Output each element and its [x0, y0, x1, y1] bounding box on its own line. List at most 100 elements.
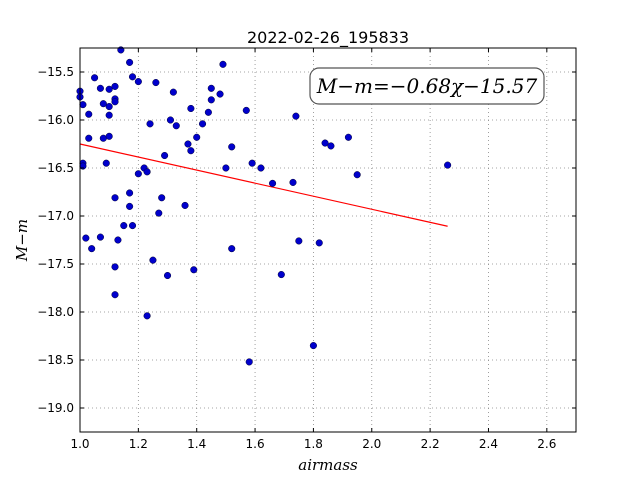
data-point [111, 263, 119, 271]
data-point [207, 96, 215, 104]
data-point [184, 140, 192, 148]
data-point [190, 266, 198, 274]
data-point [85, 134, 93, 142]
data-point [134, 78, 142, 86]
data-point [193, 133, 201, 141]
data-point [88, 245, 96, 253]
data-point [163, 271, 172, 280]
data-point [181, 201, 189, 209]
data-point [321, 139, 329, 147]
data-point [187, 104, 195, 113]
data-point [289, 178, 297, 186]
annotation-box [309, 67, 545, 105]
data-point [222, 164, 230, 172]
data-point [207, 84, 215, 92]
y-tick-label: −17.0 [37, 209, 74, 223]
data-point [216, 90, 224, 98]
data-point [134, 170, 142, 178]
data-point [126, 189, 134, 197]
points-layer [76, 46, 452, 366]
x-tick-label: 2.0 [362, 437, 381, 451]
x-tick-label: 1.4 [187, 437, 206, 451]
data-point [219, 60, 227, 68]
data-point [126, 202, 134, 210]
y-tick-label: −16.5 [37, 161, 74, 175]
data-point [277, 271, 285, 279]
data-point [257, 164, 265, 172]
data-point [143, 168, 151, 176]
data-point [245, 358, 253, 366]
data-point [344, 133, 352, 141]
x-tick-label: 1.0 [70, 437, 89, 451]
data-point [155, 209, 163, 217]
data-point [152, 79, 160, 87]
annotation-text: M−m=−0.68χ−15.57 [316, 74, 538, 98]
data-point [228, 143, 236, 151]
data-point [105, 103, 113, 111]
data-point [99, 100, 107, 108]
fit-annotation: M−m=−0.68χ−15.57 [309, 67, 545, 105]
data-point [295, 237, 303, 245]
data-point [105, 85, 113, 93]
y-tick-label: −15.5 [37, 65, 74, 79]
data-point [85, 110, 93, 118]
data-point [248, 159, 256, 167]
data-point [82, 234, 90, 242]
y-axis-label: M−m [13, 219, 31, 262]
fit-line [79, 143, 448, 227]
data-point [204, 108, 212, 116]
data-point [96, 84, 104, 92]
y-tick-label: −18.5 [37, 353, 74, 367]
data-point [105, 132, 113, 140]
data-point [111, 82, 119, 90]
data-point [149, 256, 157, 264]
data-point [128, 73, 137, 81]
data-point [166, 116, 174, 124]
data-point [269, 179, 277, 187]
data-point [114, 236, 122, 244]
data-point [292, 112, 300, 120]
data-point [242, 106, 250, 114]
fit-layer [79, 143, 448, 227]
data-point [105, 111, 113, 119]
y-tick-label: −16.0 [37, 113, 74, 127]
y-tick-label: −18.0 [37, 305, 74, 319]
y-tick-label: −19.0 [37, 401, 74, 415]
data-point [120, 222, 128, 230]
data-point [128, 222, 137, 230]
x-tick-label: 1.6 [246, 437, 265, 451]
x-tick-label: 2.2 [421, 437, 440, 451]
x-tick-label: 2.6 [537, 437, 556, 451]
data-point [315, 239, 323, 247]
chart-title: 2022-02-26_195833 [247, 28, 409, 48]
data-point [91, 74, 99, 82]
data-point [327, 142, 335, 150]
data-point [111, 98, 119, 106]
data-point [143, 312, 151, 320]
data-point [146, 120, 154, 128]
y-tick-label: −17.5 [37, 257, 74, 271]
data-point [172, 122, 180, 130]
data-point [96, 233, 104, 241]
data-point [79, 101, 87, 109]
data-point [228, 245, 236, 253]
data-point [111, 194, 119, 202]
ticks-layer: 1.0 1.2 1.4 1.6 1.8 2.0 2.2 2.4 2.6 −15.5 −16.0 −16… [37, 48, 576, 451]
x-axis-label: airmass [298, 456, 358, 474]
data-point [158, 194, 166, 202]
x-tick-label: 2.4 [479, 437, 498, 451]
data-point [353, 171, 361, 179]
plot-frame [79, 47, 577, 433]
x-tick-label: 1.8 [304, 437, 323, 451]
data-point [187, 147, 195, 155]
data-point [161, 151, 169, 160]
data-point [444, 161, 452, 169]
data-point [198, 120, 207, 128]
data-point [102, 159, 110, 167]
data-point [126, 58, 134, 66]
x-tick-label: 1.2 [129, 437, 148, 451]
data-point [169, 88, 177, 96]
data-point [111, 291, 119, 299]
data-point [309, 342, 317, 350]
